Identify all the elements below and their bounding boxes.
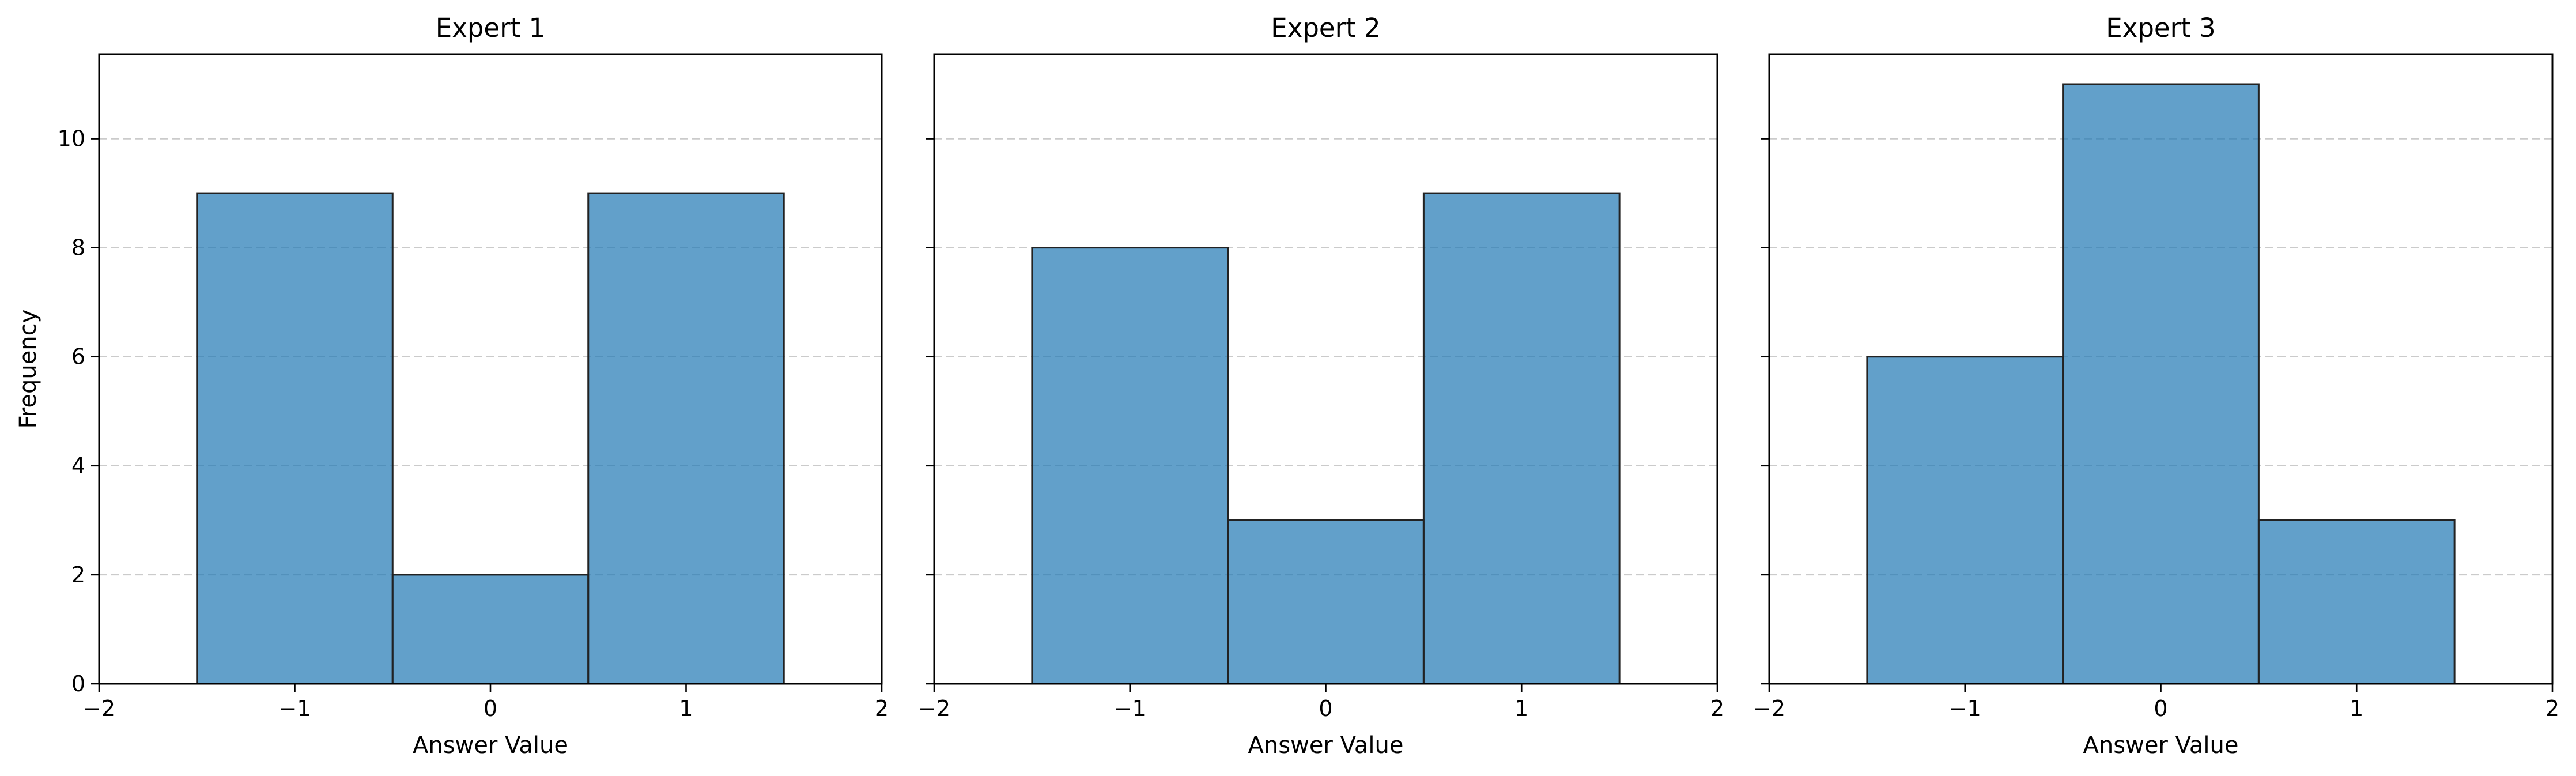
x-tick-label: 0 — [2154, 696, 2167, 721]
histogram-bar — [587, 192, 785, 685]
x-tick-label: −1 — [1114, 696, 1146, 721]
x-tick-label: 2 — [875, 696, 889, 721]
subplot-expert-3: −2 −1 0 1 2 Expert 3 Answer Value — [1753, 13, 2559, 759]
histogram-bar — [1227, 519, 1425, 685]
subplot-title: Expert 2 — [1271, 13, 1380, 43]
x-tick-label: 0 — [1319, 696, 1332, 721]
y-tick-label: 8 — [71, 235, 85, 261]
x-axis-label: Answer Value — [2083, 732, 2239, 759]
x-tick-label: 1 — [1514, 696, 1528, 721]
x-axis-label: Answer Value — [1248, 732, 1404, 759]
histogram-bar — [1422, 192, 1621, 685]
histogram-bar — [2062, 83, 2260, 685]
y-tick-label: 6 — [71, 344, 85, 370]
histogram-bar — [1866, 356, 2064, 685]
x-axis-label: Answer Value — [413, 732, 568, 759]
histogram-bar — [391, 574, 590, 685]
subplot-title: Expert 1 — [436, 13, 545, 43]
histogram-bar — [196, 192, 394, 685]
y-axis-label: Frequency — [15, 310, 41, 429]
y-tick-label: 4 — [71, 453, 85, 479]
subplot-expert-2: −2 −1 0 1 2 Expert 2 Answer Value — [918, 13, 1724, 759]
x-tick-label: 0 — [484, 696, 497, 721]
y-tick-label: 2 — [71, 562, 85, 587]
y-tick-label: 10 — [58, 126, 85, 152]
x-tick-label: 1 — [2350, 696, 2363, 721]
x-tick-label: −2 — [1753, 696, 1785, 721]
x-tick-label: 2 — [1710, 696, 1724, 721]
x-tick-label: −1 — [278, 696, 311, 721]
y-tick-label: 0 — [71, 671, 85, 696]
x-tick-label: −2 — [918, 696, 950, 721]
subplot-expert-1: −2 −1 0 1 2 0 2 4 6 8 10 Expert 1 Answer Value Freque… — [15, 13, 889, 759]
x-tick-label: 1 — [679, 696, 693, 721]
x-tick-label: −2 — [83, 696, 115, 721]
histogram-bar — [1031, 247, 1229, 685]
subplot-title: Expert 3 — [2106, 13, 2215, 43]
histogram-bar — [2257, 519, 2456, 685]
x-tick-label: 2 — [2545, 696, 2559, 721]
x-tick-label: −1 — [1949, 696, 1981, 721]
